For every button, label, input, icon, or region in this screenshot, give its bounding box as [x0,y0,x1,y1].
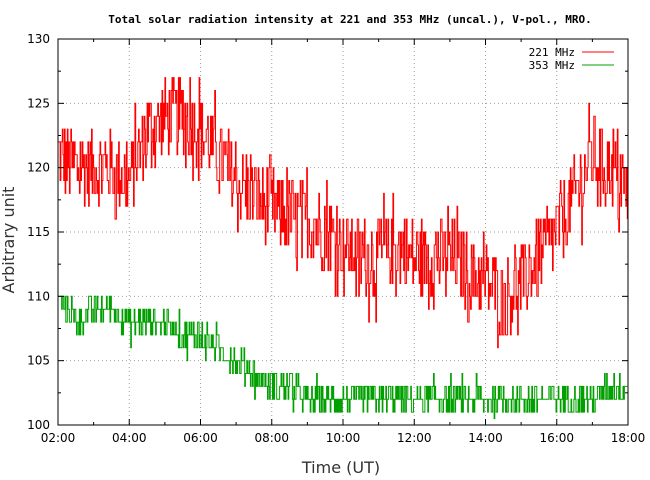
x-tick-label: 16:00 [539,431,574,445]
chart-title: Total solar radiation intensity at 221 a… [108,13,591,26]
y-axis-label: Arbitrary unit [0,187,18,294]
x-tick-label: 08:00 [254,431,289,445]
y-tick-label: 120 [27,161,50,175]
plot-series [58,77,628,420]
legend-label: 221 MHz [529,46,575,59]
y-tick-label: 110 [27,289,50,303]
y-tick-label: 100 [27,418,50,432]
x-tick-label: 06:00 [183,431,218,445]
x-tick-label: 10:00 [326,431,361,445]
x-tick-label: 02:00 [41,431,76,445]
y-tick-label: 115 [27,225,50,239]
x-tick-label: 14:00 [468,431,503,445]
series-line-221mhz [58,77,628,349]
y-tick-label: 130 [27,32,50,46]
series-line-353mhz [58,295,628,420]
x-axis-label: Time (UT) [301,458,380,477]
legend-label: 353 MHz [529,59,575,72]
y-tick-label: 105 [27,354,50,368]
x-tick-label: 12:00 [397,431,432,445]
x-tick-label: 04:00 [112,431,147,445]
x-tick-label: 18:00 [611,431,646,445]
y-tick-label: 125 [27,96,50,110]
axis-ticks: 02:00 04:00 06:00 08:00 10:00 12:00 14:00 16:00… [27,32,645,445]
